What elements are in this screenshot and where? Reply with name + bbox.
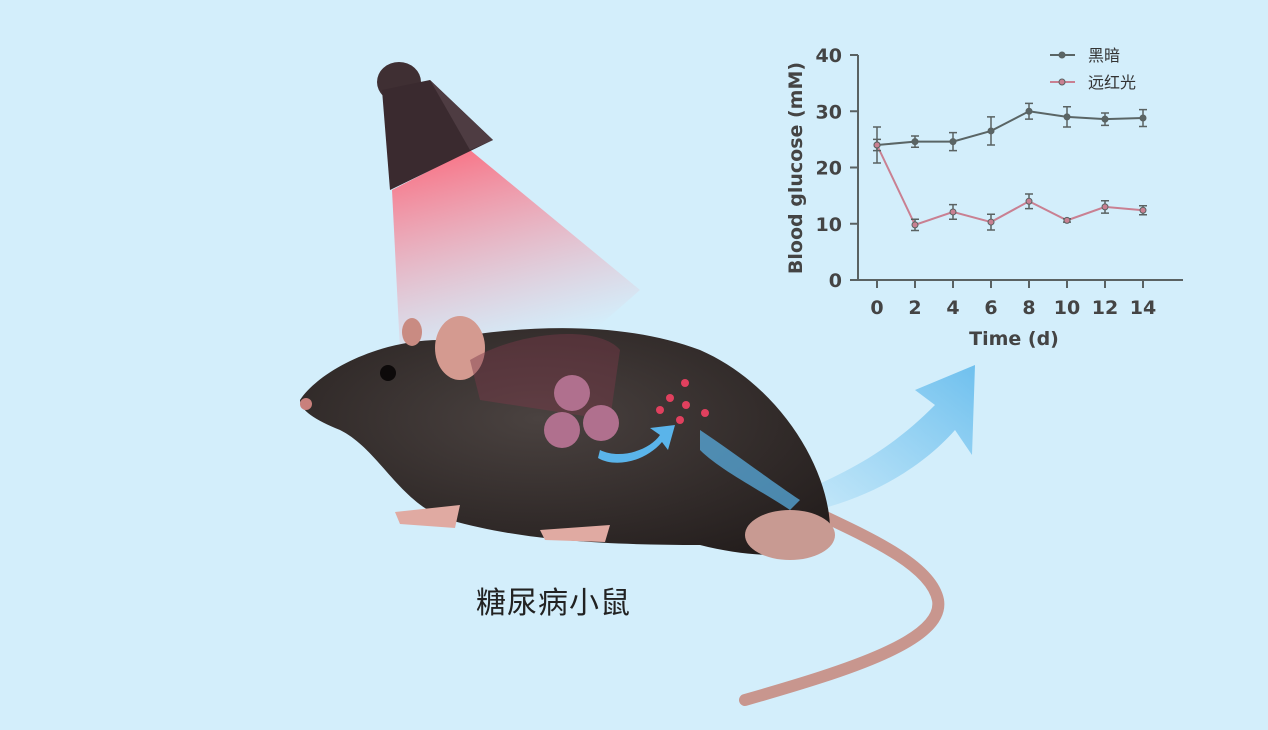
data-point <box>987 218 995 226</box>
data-point <box>1101 203 1109 211</box>
rat-illustration <box>300 316 945 706</box>
data-point <box>949 138 957 146</box>
x-tick-label: 8 <box>1022 297 1035 319</box>
red-light-beam <box>392 150 640 360</box>
legend-marker <box>1058 78 1066 86</box>
y-tick-label: 30 <box>816 101 842 123</box>
legend-marker <box>1058 51 1066 59</box>
x-tick-label: 0 <box>870 297 883 319</box>
x-tick-label: 2 <box>908 297 921 319</box>
y-tick-label: 20 <box>816 158 842 180</box>
y-tick-label: 40 <box>816 45 842 67</box>
caption-diabetic-mice: 糖尿病小鼠 <box>476 586 631 621</box>
legend-label: 黑暗 <box>1088 46 1120 65</box>
x-tick-label: 6 <box>984 297 997 319</box>
series-line <box>876 144 1144 227</box>
lamp-icon <box>377 62 493 190</box>
y-axis-label: Blood glucose (mM) <box>785 62 807 274</box>
x-tick-label: 12 <box>1092 297 1118 319</box>
x-tick-label: 14 <box>1130 297 1156 319</box>
y-tick-label: 10 <box>816 214 842 236</box>
data-point <box>987 127 995 135</box>
data-point <box>1139 206 1147 214</box>
data-point <box>1025 107 1033 115</box>
data-point <box>1025 197 1033 205</box>
x-axis-label: Time (d) <box>969 328 1059 350</box>
data-point <box>1101 115 1109 123</box>
data-point <box>1063 113 1071 121</box>
data-point <box>873 141 881 149</box>
legend-label: 远红光 <box>1088 73 1136 92</box>
data-point <box>1139 114 1147 122</box>
data-point <box>949 208 957 216</box>
series-line <box>876 110 1144 146</box>
data-point <box>911 221 919 229</box>
data-point <box>911 138 919 146</box>
x-tick-label: 10 <box>1054 297 1080 319</box>
y-tick-label: 0 <box>829 270 842 292</box>
data-point <box>1063 216 1071 224</box>
x-tick-label: 4 <box>946 297 959 319</box>
